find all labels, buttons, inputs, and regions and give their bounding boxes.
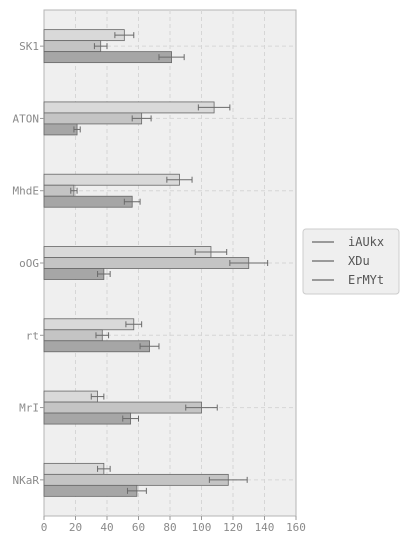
x-tick-label-160: 160 bbox=[286, 521, 306, 534]
bar-xdu-aton bbox=[43, 112, 143, 125]
error-bars bbox=[70, 32, 269, 494]
bar-ermyt-oog bbox=[43, 268, 105, 280]
bar-iaukx-rt bbox=[43, 318, 135, 331]
x-tick-label-120: 120 bbox=[223, 521, 243, 534]
bar-xdu-mhde bbox=[43, 184, 75, 197]
bar-xdu-sk1 bbox=[43, 40, 102, 53]
y-tick-label-nkar: NKaR bbox=[13, 474, 40, 487]
legend-box bbox=[302, 228, 400, 295]
bar-xdu-rt bbox=[43, 329, 103, 342]
x-axis-ticks: 0 20 40 60 80 100 120 140 160 bbox=[41, 516, 306, 534]
x-tick-label-40: 40 bbox=[100, 521, 113, 534]
legend-label-iaukx: iAUkx bbox=[348, 235, 384, 249]
bar-ermyt-sk1 bbox=[43, 51, 172, 64]
bar-iaukx-oog bbox=[43, 246, 212, 258]
bar-xdu-nkar bbox=[43, 473, 229, 486]
bar-iaukx-nkar bbox=[43, 462, 105, 475]
x-tick-label-20: 20 bbox=[69, 521, 82, 534]
legend: iAUkx XDu ErMYt bbox=[302, 228, 400, 295]
legend-label-xdu: XDu bbox=[348, 254, 370, 268]
x-tick-label-80: 80 bbox=[163, 521, 176, 534]
legend-label-ermyt: ErMYt bbox=[348, 273, 384, 287]
bar-xdu-mri bbox=[43, 401, 202, 414]
bar-iaukx-mhde bbox=[43, 173, 180, 186]
bars bbox=[43, 29, 250, 497]
y-tick-label-sk1: SK1 bbox=[19, 40, 39, 53]
bar-ermyt-aton bbox=[43, 123, 78, 136]
x-tick-label-100: 100 bbox=[192, 521, 212, 534]
bar-ermyt-mri bbox=[43, 412, 132, 425]
bar-iaukx-mri bbox=[43, 390, 98, 403]
bar-iaukx-sk1 bbox=[43, 29, 125, 42]
x-tick-label-60: 60 bbox=[132, 521, 145, 534]
bar-ermyt-nkar bbox=[43, 484, 138, 497]
y-tick-label-aton: ATON bbox=[13, 112, 40, 125]
bar-ermyt-mhde bbox=[43, 195, 133, 208]
y-tick-label-mri: MrI bbox=[19, 402, 39, 415]
bar-ermyt-rt bbox=[43, 340, 150, 353]
x-tick-label-0: 0 bbox=[41, 521, 48, 534]
bar-xdu-oog bbox=[43, 257, 250, 269]
y-tick-label-mhde: MhdE bbox=[13, 185, 40, 198]
bar-iaukx-aton bbox=[43, 101, 215, 114]
x-tick-label-140: 140 bbox=[255, 521, 275, 534]
y-axis-ticks: SK1 ATON MhdE oOG rt MrI NKaR bbox=[13, 40, 44, 487]
y-tick-label-rt: rt bbox=[26, 329, 39, 342]
y-tick-label-oog: oOG bbox=[19, 257, 39, 270]
